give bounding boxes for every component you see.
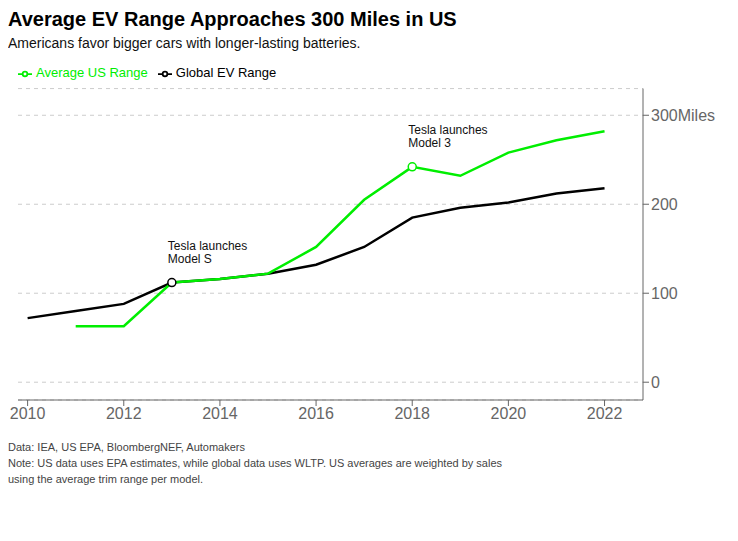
html-text:Data: IEA, US EPA, BloombergNE: Data: IEA, US EPA, BloombergNEF, Automak… bbox=[8, 441, 245, 453]
html-text:Average US Range: Average US Range bbox=[36, 65, 148, 80]
svg-text:300Miles: 300Miles bbox=[651, 107, 715, 124]
svg-text:200: 200 bbox=[651, 196, 678, 213]
html-text:Note: US data uses EPA estimat: Note: US data uses EPA estimates, while … bbox=[8, 457, 502, 469]
svg-text:2014: 2014 bbox=[202, 405, 238, 422]
svg-text:0: 0 bbox=[651, 374, 660, 391]
svg-text:2022: 2022 bbox=[587, 405, 623, 422]
svg-text:Tesla launchesModel 3: Tesla launchesModel 3 bbox=[408, 123, 487, 150]
svg-text:2020: 2020 bbox=[491, 405, 527, 422]
html-text:Americans favor bigger cars wi: Americans favor bigger cars with longer-… bbox=[8, 35, 361, 51]
svg-text:2016: 2016 bbox=[298, 405, 334, 422]
svg-text:Tesla launchesModel S: Tesla launchesModel S bbox=[168, 239, 247, 266]
svg-text:2012: 2012 bbox=[106, 405, 142, 422]
svg-text:100: 100 bbox=[651, 285, 678, 302]
html-text:Global EV Range: Global EV Range bbox=[175, 65, 277, 80]
html-text:Average EV Range Approaches 30: Average EV Range Approaches 300 Miles in… bbox=[8, 8, 457, 30]
html-text:using the average trim range p: using the average trim range per model. bbox=[8, 473, 204, 485]
svg-text:2018: 2018 bbox=[394, 405, 430, 422]
svg-text:2010: 2010 bbox=[10, 405, 46, 422]
